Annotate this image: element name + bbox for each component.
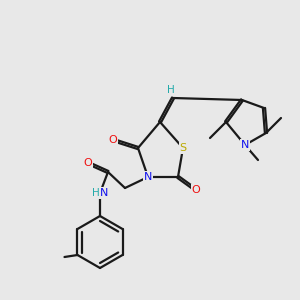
Text: N: N <box>241 140 249 150</box>
Text: O: O <box>109 135 117 145</box>
Text: O: O <box>192 185 200 195</box>
Text: S: S <box>179 143 187 153</box>
Text: O: O <box>84 158 92 168</box>
Text: H: H <box>92 188 100 198</box>
Text: H: H <box>167 85 175 95</box>
Text: N: N <box>100 188 108 198</box>
Text: N: N <box>144 172 152 182</box>
